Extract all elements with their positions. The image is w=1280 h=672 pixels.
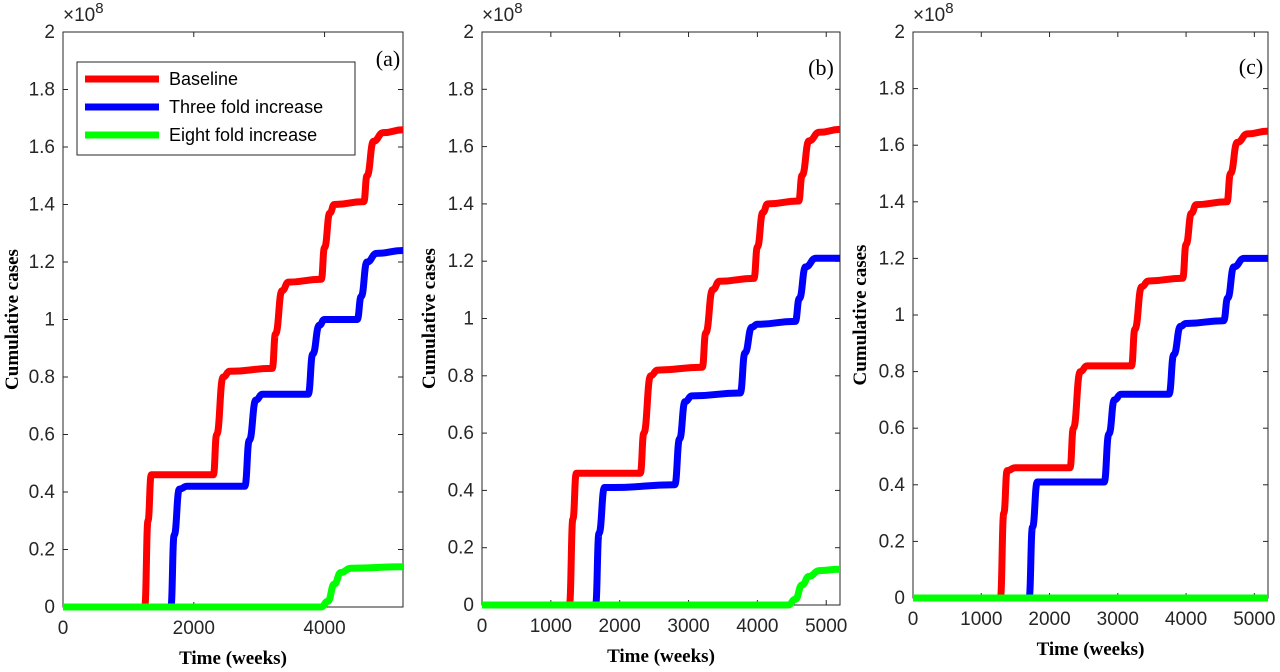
panel-b: 0 0.2 0.4 0.6 0.8 1 1.2 1.4 1.6 1.8 2 0 1000 2000 3000…: [419, 0, 847, 667]
y-tick-label: 2: [894, 22, 905, 43]
panel-a: 0 0.2 0.4 0.6 0.8 1 1.2 1.4 1.6 1.8 2 0 2000 4000 ×108…: [2, 0, 404, 669]
y-tick-label: 1.6: [879, 135, 905, 156]
x-tick-label: 4000: [736, 616, 778, 637]
y-tick-label: 1: [463, 309, 474, 330]
x-tick-label: 2000: [173, 618, 215, 639]
x-tick-label: 0: [908, 609, 919, 630]
x-tick-label: 0: [477, 616, 488, 637]
series-three-fold-increase-line: [62, 247, 404, 611]
y-tick-label: 1.4: [879, 192, 906, 213]
y-tick-label: 0: [894, 588, 905, 609]
series-three-fold-increase-line: [913, 254, 1268, 602]
x-tick-label: 3000: [667, 616, 709, 637]
x-tick-label: 1000: [530, 616, 572, 637]
y-tick-label: 1.6: [29, 137, 55, 158]
y-tick-label: 0.8: [29, 367, 55, 388]
x-tick-label: 4000: [303, 618, 345, 639]
series-eight-fold-increase-line: [62, 563, 404, 611]
y-tick-label: 1: [44, 310, 55, 331]
y-tick-label: 1.4: [29, 195, 56, 216]
y-exponent-label: ×108: [63, 0, 104, 26]
y-tick-label: 1.8: [448, 79, 474, 100]
y-tick-label: 0.6: [29, 425, 55, 446]
panel-tag: (a): [376, 46, 400, 71]
y-axis-label: Cumulative cases: [850, 245, 871, 386]
y-axis-label: Cumulative cases: [2, 249, 23, 390]
y-tick-label: 0.8: [879, 362, 905, 383]
axes-box: [912, 31, 1269, 599]
x-tick-label: 0: [58, 618, 69, 639]
y-tick-label: 0.4: [448, 480, 475, 501]
series-baseline-line: [913, 127, 1269, 602]
y-tick-label: 1: [894, 305, 905, 326]
y-tick-label: 1.6: [448, 137, 474, 158]
x-tick-label: 5000: [1233, 609, 1275, 630]
y-tick-label: 0.8: [448, 366, 474, 387]
y-tick-label: 1.2: [879, 248, 905, 269]
y-tick-label: 2: [463, 22, 474, 43]
series-three-fold-increase-line: [482, 254, 840, 609]
y-axis-label: Cumulative cases: [419, 248, 440, 389]
y-tick-label: 1.4: [448, 194, 475, 215]
y-tick-label: 1.8: [29, 80, 55, 101]
x-tick-label: 4000: [1165, 609, 1207, 630]
y-tick-label: 1.2: [448, 251, 474, 272]
y-tick-label: 0.2: [448, 538, 474, 559]
y-tick-label: 0.6: [879, 418, 905, 439]
x-tick-label: 2000: [599, 616, 641, 637]
series-baseline-line: [482, 125, 841, 609]
y-tick-label: 0.4: [879, 475, 906, 496]
y-tick-label: 1.2: [29, 252, 55, 273]
x-tick-label: 5000: [805, 616, 847, 637]
x-tick-label: 2000: [1028, 609, 1070, 630]
y-tick-label: 0.2: [879, 531, 905, 552]
x-axis-label: Time (weeks): [1037, 639, 1145, 660]
y-tick-label: 0: [44, 597, 55, 618]
legend: Baseline Three fold increase Eight fold in…: [76, 61, 356, 156]
x-axis-label: Time (weeks): [179, 648, 287, 669]
y-tick-label: 0.6: [448, 423, 474, 444]
legend-label: Eight fold increase: [169, 125, 317, 145]
series-baseline-line: [62, 126, 404, 611]
y-tick-label: 2: [44, 22, 55, 43]
legend-label: Baseline: [169, 69, 238, 89]
legend-label: Three fold increase: [169, 97, 323, 117]
x-tick-label: 3000: [1097, 609, 1139, 630]
y-exponent-label: ×108: [913, 0, 954, 26]
series-eight-fold-increase-line: [482, 565, 841, 609]
y-tick-label: 0.2: [29, 540, 55, 561]
x-axis-label: Time (weeks): [607, 646, 715, 667]
y-exponent-label: ×108: [482, 0, 523, 26]
panel-c: 0 0.2 0.4 0.6 0.8 1 1.2 1.4 1.6 1.8 2 0 1000 2000 3000…: [850, 0, 1275, 660]
y-tick-label: 0: [463, 595, 474, 616]
y-tick-label: 1.8: [879, 79, 905, 100]
panel-tag: (c): [1239, 54, 1263, 79]
y-tick-label: 0.4: [29, 482, 56, 503]
panel-tag: (b): [808, 55, 834, 80]
x-tick-label: 1000: [960, 609, 1002, 630]
